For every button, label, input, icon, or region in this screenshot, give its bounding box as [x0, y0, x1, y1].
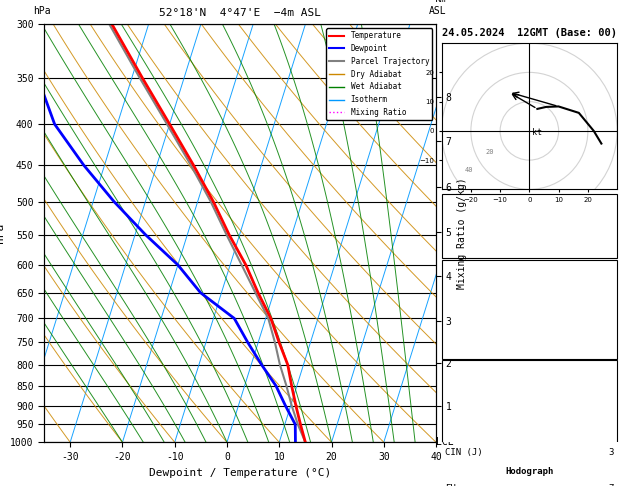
Text: θₑ (K): θₑ (K): [445, 398, 477, 407]
FancyBboxPatch shape: [442, 193, 617, 259]
Text: 15: 15: [603, 277, 613, 285]
Text: 113: 113: [598, 431, 613, 440]
Text: 24.05.2024  12GMT (Base: 00): 24.05.2024 12GMT (Base: 00): [442, 29, 617, 38]
Y-axis label: Mixing Ratio (g/kg): Mixing Ratio (g/kg): [457, 177, 467, 289]
Text: Temp (°C): Temp (°C): [445, 277, 494, 285]
Text: 28: 28: [603, 200, 613, 209]
Text: 13.1: 13.1: [592, 291, 613, 299]
Text: km
ASL: km ASL: [429, 0, 447, 16]
Text: 2.58: 2.58: [592, 243, 613, 252]
Text: Dewp (°C): Dewp (°C): [445, 291, 494, 299]
Text: hPa: hPa: [33, 6, 51, 16]
Text: 312: 312: [598, 305, 613, 313]
Text: K: K: [445, 200, 451, 209]
FancyBboxPatch shape: [442, 260, 617, 359]
Text: Pressure (mb): Pressure (mb): [445, 381, 515, 390]
Text: θₑ(K): θₑ(K): [445, 305, 472, 313]
Text: 1019: 1019: [592, 381, 613, 390]
Text: 48: 48: [603, 222, 613, 230]
FancyBboxPatch shape: [442, 360, 617, 461]
Text: 3: 3: [608, 448, 613, 457]
Text: 2: 2: [608, 319, 613, 328]
Text: Hodograph: Hodograph: [505, 467, 554, 476]
Text: Totals Totals: Totals Totals: [445, 222, 515, 230]
Text: PW (cm): PW (cm): [445, 243, 483, 252]
Text: Lifted Index: Lifted Index: [445, 319, 510, 328]
Text: CAPE (J): CAPE (J): [445, 333, 488, 342]
Text: 2: 2: [608, 415, 613, 423]
Text: Surface: Surface: [511, 262, 548, 271]
Text: 3: 3: [608, 347, 613, 356]
Text: EH: EH: [445, 485, 456, 486]
Text: Lifted Index: Lifted Index: [445, 415, 510, 423]
Legend: Temperature, Dewpoint, Parcel Trajectory, Dry Adiabat, Wet Adiabat, Isotherm, Mi: Temperature, Dewpoint, Parcel Trajectory…: [326, 28, 432, 120]
Title: 52°18'N  4°47'E  −4m ASL: 52°18'N 4°47'E −4m ASL: [159, 8, 321, 18]
FancyBboxPatch shape: [442, 462, 617, 486]
Y-axis label: hPa: hPa: [0, 223, 4, 243]
Text: CAPE (J): CAPE (J): [445, 431, 488, 440]
Text: 7: 7: [608, 485, 613, 486]
Text: 312: 312: [598, 398, 613, 407]
Text: LCL: LCL: [436, 437, 454, 447]
Text: CIN (J): CIN (J): [445, 347, 483, 356]
Text: CIN (J): CIN (J): [445, 448, 483, 457]
X-axis label: Dewpoint / Temperature (°C): Dewpoint / Temperature (°C): [149, 468, 331, 478]
Text: Most Unstable: Most Unstable: [494, 364, 564, 373]
Text: 113: 113: [598, 333, 613, 342]
